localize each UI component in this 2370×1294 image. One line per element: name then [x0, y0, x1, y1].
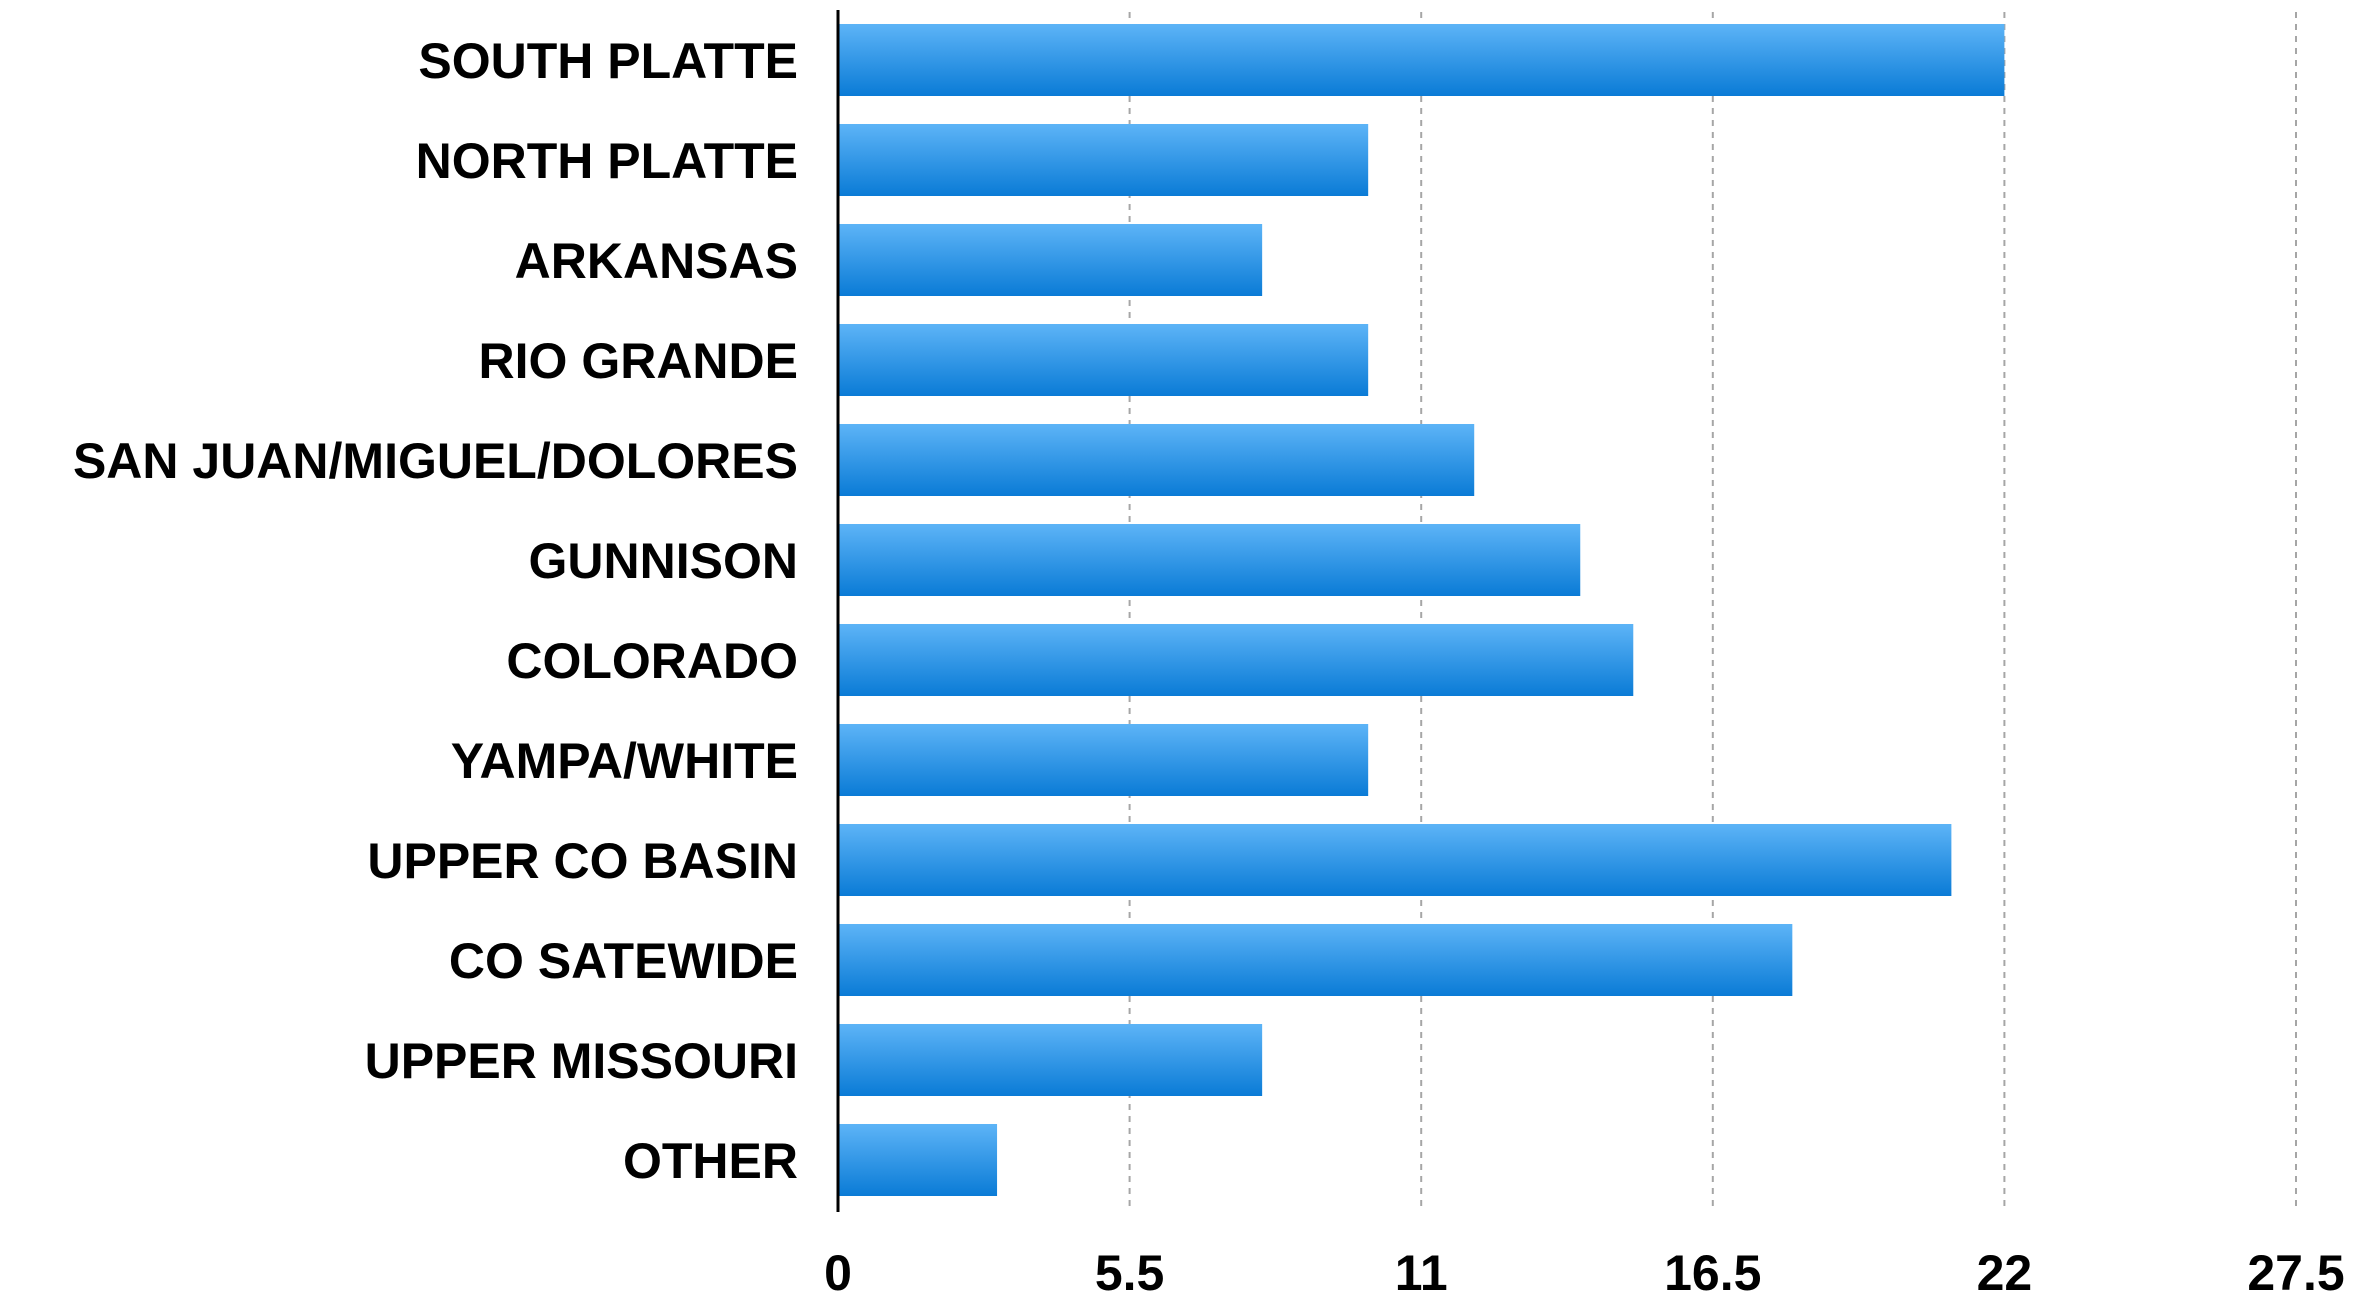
- category-label: UPPER MISSOURI: [365, 1033, 798, 1089]
- bar: [838, 324, 1369, 396]
- bar: [838, 724, 1369, 796]
- x-axis-tick-labels: 0 5.5 11 16.5 22 27.5: [824, 1245, 2345, 1294]
- x-tick-label: 5.5: [1095, 1245, 1165, 1294]
- category-label: UPPER CO BASIN: [367, 833, 798, 889]
- bar: [838, 524, 1581, 596]
- x-tick-label: 0: [824, 1245, 852, 1294]
- bar: [838, 1124, 998, 1196]
- x-tick-label: 16.5: [1664, 1245, 1761, 1294]
- bar: [838, 1024, 1263, 1096]
- category-label: ARKANSAS: [515, 233, 798, 289]
- category-label: GUNNISON: [529, 533, 798, 589]
- bar: [838, 224, 1263, 296]
- bar: [838, 24, 2005, 96]
- x-tick-label: 22: [1977, 1245, 2033, 1294]
- category-label: COLORADO: [506, 633, 798, 689]
- bars: [838, 24, 2005, 1196]
- category-label: SOUTH PLATTE: [418, 33, 798, 89]
- category-label: OTHER: [623, 1133, 798, 1189]
- category-label: CO SATEWIDE: [449, 933, 798, 989]
- x-tick-label: 11: [1395, 1245, 1448, 1294]
- category-label: SAN JUAN/MIGUEL/DOLORES: [73, 433, 798, 489]
- bar: [838, 624, 1634, 696]
- bar: [838, 424, 1475, 496]
- category-labels: SOUTH PLATTE NORTH PLATTE ARKANSAS RIO GRAN…: [73, 33, 798, 1189]
- category-label: YAMPA/WHITE: [451, 733, 798, 789]
- x-tick-label: 27.5: [2247, 1245, 2344, 1294]
- category-label: RIO GRANDE: [479, 333, 798, 389]
- bar: [838, 824, 1952, 896]
- gridlines: [1128, 12, 2297, 1212]
- bar: [838, 124, 1369, 196]
- category-label: NORTH PLATTE: [416, 133, 798, 189]
- bar: [838, 924, 1793, 996]
